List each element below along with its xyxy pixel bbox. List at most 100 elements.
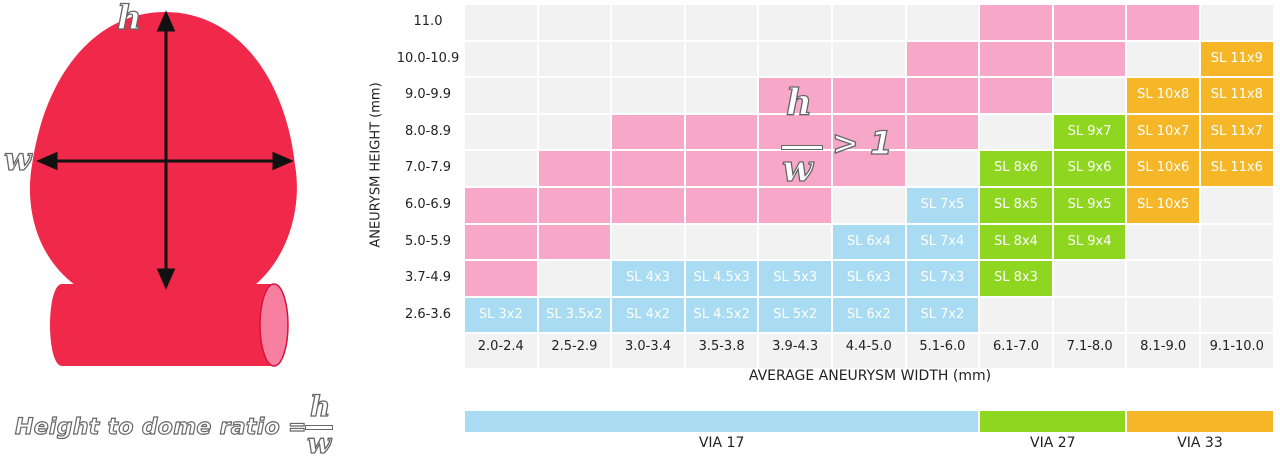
measurement-arrows bbox=[36, 10, 294, 290]
device-cell bbox=[612, 261, 684, 296]
device-size-label: SL 6x4 bbox=[846, 233, 891, 249]
ratio-exceeds-cell bbox=[685, 188, 758, 223]
empty-cell bbox=[980, 297, 1052, 333]
empty-cell bbox=[685, 5, 758, 40]
empty-cell bbox=[1201, 188, 1273, 223]
device-cell bbox=[465, 297, 537, 333]
legend-bar bbox=[465, 411, 979, 432]
empty-cell bbox=[612, 78, 684, 113]
ratio-exceeds-cell bbox=[759, 78, 831, 113]
ratio-exceeds-cell bbox=[612, 188, 684, 223]
empty-cell bbox=[833, 188, 905, 223]
device-size-label: SL 9x6 bbox=[1067, 160, 1112, 176]
ratio-exceeds-cell bbox=[980, 78, 1052, 113]
device-size-label: SL 5x3 bbox=[773, 270, 818, 286]
device-cell bbox=[980, 151, 1052, 186]
device-cell bbox=[612, 297, 684, 333]
empty-cell bbox=[759, 224, 831, 260]
legend-label: VIA 33 bbox=[1177, 435, 1223, 451]
empty-cell bbox=[465, 151, 537, 186]
empty-cell bbox=[538, 41, 611, 77]
row-label: 2.6-3.6 bbox=[404, 306, 452, 322]
empty-cell bbox=[465, 78, 537, 113]
empty-cell bbox=[1127, 261, 1199, 296]
column-label-cell bbox=[1127, 334, 1199, 369]
device-cell bbox=[833, 224, 905, 260]
aneurysm-shape bbox=[29, 12, 297, 367]
ratio-exceeds-cell bbox=[538, 151, 611, 186]
empty-cell bbox=[1201, 224, 1273, 260]
column-label-cell bbox=[612, 334, 684, 369]
annotation-denominator: w bbox=[781, 147, 813, 190]
empty-cell bbox=[906, 5, 979, 40]
device-size-label: SL 8x5 bbox=[994, 197, 1038, 212]
device-size-label: SL 6x3 bbox=[846, 270, 891, 286]
empty-cell bbox=[1053, 261, 1126, 296]
empty-cell bbox=[1201, 5, 1273, 40]
ratio-exceeds-cell bbox=[685, 114, 758, 150]
legend-label: VIA 17 bbox=[698, 435, 745, 451]
device-size-label: SL 11x6 bbox=[1210, 160, 1263, 176]
empty-cell bbox=[685, 78, 758, 113]
column-label: 7.1-8.0 bbox=[1066, 339, 1113, 354]
device-cell bbox=[906, 224, 979, 260]
device-size-label: SL 10x7 bbox=[1137, 123, 1190, 139]
empty-cell bbox=[465, 41, 537, 77]
empty-cell bbox=[1127, 224, 1199, 260]
ratio-exceeds-cell bbox=[833, 151, 905, 186]
device-cell bbox=[1127, 78, 1199, 113]
empty-cell bbox=[906, 151, 979, 186]
device-cell bbox=[906, 261, 979, 296]
empty-cell bbox=[1201, 297, 1273, 333]
device-size-label: SL 8x4 bbox=[994, 233, 1038, 249]
ratio-exceeds-cell bbox=[465, 188, 537, 223]
device-cell bbox=[980, 261, 1052, 296]
column-label: 3.5-3.8 bbox=[698, 339, 745, 354]
device-cell bbox=[685, 261, 758, 296]
device-size-label: SL 9x7 bbox=[1067, 123, 1112, 139]
column-label-cell bbox=[465, 334, 537, 369]
ratio-exceeds-cell bbox=[759, 151, 831, 186]
ratio-exceeds-cell bbox=[538, 224, 611, 260]
row-label: 11.0 bbox=[413, 14, 443, 29]
empty-cell bbox=[759, 41, 831, 77]
device-cell bbox=[833, 261, 905, 296]
column-label-cell bbox=[980, 334, 1052, 369]
ratio-exceeds-cell bbox=[980, 5, 1052, 40]
device-cell bbox=[1053, 151, 1126, 186]
device-size-label: SL 7x3 bbox=[920, 270, 965, 286]
empty-cell bbox=[612, 5, 684, 40]
device-cell bbox=[1053, 188, 1126, 223]
x-axis-label: AVERAGE ANEURYSM WIDTH (mm) bbox=[748, 368, 992, 384]
device-size-label: SL 11x8 bbox=[1210, 87, 1263, 103]
empty-cell bbox=[1127, 297, 1199, 333]
legend-bar bbox=[1127, 411, 1273, 432]
ratio-exceeds-cell bbox=[538, 188, 611, 223]
column-label-cell bbox=[538, 334, 611, 369]
row-label: 3.7-4.9 bbox=[404, 270, 452, 286]
annotation-numerator: h bbox=[785, 81, 813, 124]
empty-cell bbox=[465, 5, 537, 40]
empty-cell bbox=[538, 114, 611, 150]
device-size-label: SL 5x2 bbox=[773, 306, 818, 322]
column-label-cell bbox=[1053, 334, 1126, 369]
empty-cell bbox=[538, 261, 611, 296]
ratio-exceeds-cell bbox=[465, 261, 537, 296]
ratio-numerator: h bbox=[309, 389, 331, 423]
device-size-label: SL 6x2 bbox=[846, 306, 891, 322]
device-size-label: SL 4x2 bbox=[626, 306, 670, 322]
ratio-fraction-bar bbox=[305, 425, 333, 430]
device-cell bbox=[1127, 188, 1199, 223]
empty-cell bbox=[538, 78, 611, 113]
device-cell bbox=[906, 297, 979, 333]
device-cell bbox=[538, 297, 611, 333]
annotation-comparison: > 1 bbox=[831, 123, 893, 162]
ratio-exceeds-cell bbox=[612, 151, 684, 186]
device-size-label: SL 3x2 bbox=[478, 306, 523, 322]
ratio-exceeds-cell bbox=[685, 151, 758, 186]
column-label: 4.4-5.0 bbox=[845, 339, 892, 354]
device-size-label: SL 9x4 bbox=[1067, 233, 1112, 249]
device-size-label: SL 10x8 bbox=[1137, 87, 1190, 103]
empty-cell bbox=[685, 224, 758, 260]
aneurysm-diagram bbox=[29, 10, 297, 367]
